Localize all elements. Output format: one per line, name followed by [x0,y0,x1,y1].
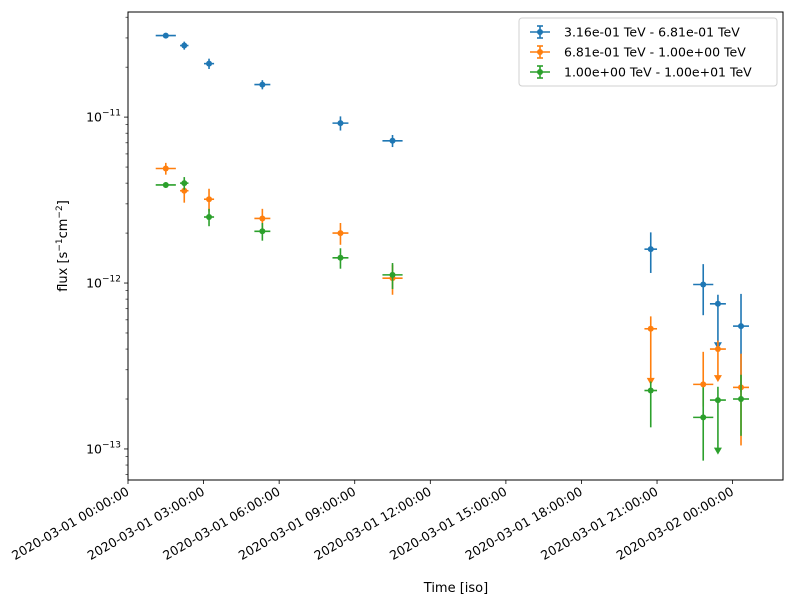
data-marker [647,387,654,394]
data-point [709,340,726,383]
plot-frame [127,11,784,481]
upper-limit-arrow [713,447,722,455]
data-marker [647,246,654,253]
legend-label: 6.81e-01 TeV - 1.00e+00 TeV [564,45,746,60]
data-marker [162,32,169,39]
legend-label: 1.00e+00 TeV - 1.00e+01 TeV [564,65,752,80]
legend-label: 3.16e-01 TeV - 6.81e-01 TeV [564,25,740,40]
data-marker [259,215,266,222]
legend-swatch-marker [537,29,543,35]
data-point [644,232,658,273]
data-marker [389,271,396,278]
data-marker [181,42,188,49]
data-point [332,248,349,269]
y-axis-ticks: 10−13 10−12 10−11 [86,16,128,475]
data-point [155,162,176,175]
data-point [155,181,176,188]
data-marker [700,281,707,288]
legend-box [518,17,778,87]
data-marker [337,254,344,261]
data-point [382,263,403,290]
data-point [203,58,215,69]
legend-swatch-marker [537,69,543,75]
data-marker [714,397,721,404]
plot-area [128,12,783,480]
data-point [254,223,271,241]
data-point [644,316,658,385]
data-marker [700,414,707,421]
y-tick-label: 10−12 [86,275,121,291]
data-marker [181,180,188,187]
data-marker [337,230,344,237]
legend: 3.16e-01 TeV - 6.81e-01 TeV 6.81e-01 TeV … [518,17,778,87]
data-point [709,386,726,455]
data-point [155,32,176,39]
data-marker [647,325,654,332]
data-point [382,135,403,148]
y-tick-label: 10−13 [86,440,121,456]
data-point [332,116,349,131]
data-marker [206,214,213,221]
data-marker [259,228,266,235]
data-marker [389,137,396,144]
data-marker [259,81,266,88]
series-group [155,177,749,461]
data-marker [337,120,344,127]
data-point [180,177,189,190]
data-point [332,223,349,245]
data-point [693,264,714,316]
y-tick-label: 10−11 [86,109,121,125]
data-marker [714,346,721,353]
data-marker [162,181,169,188]
data-point [733,374,749,436]
data-marker [162,165,169,172]
data-point [254,80,271,90]
data-point [203,208,215,227]
data-point [693,387,714,461]
data-marks [155,32,749,461]
data-marker [206,196,213,203]
data-point [644,381,658,428]
data-point [180,41,189,50]
upper-limit-arrow [646,377,655,385]
data-point [203,188,215,212]
data-marker [206,60,213,67]
data-marker [738,396,745,403]
data-marker [181,187,188,194]
upper-limit-arrow [713,375,722,383]
x-axis-label: Time [iso] [423,581,488,596]
data-marker [700,381,707,388]
legend-swatch-marker [537,49,543,55]
data-marker [738,323,745,330]
y-axis-label: flux [s−1cm−2] [55,200,71,292]
data-marker [714,300,721,307]
